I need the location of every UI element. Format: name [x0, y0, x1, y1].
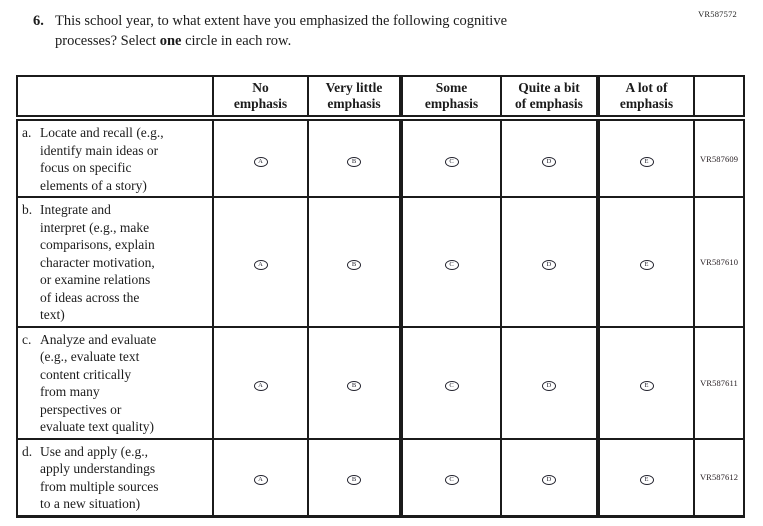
row-stub: b. Integrate and interpret (e.g., make c… — [16, 196, 214, 328]
option-cell: C — [399, 325, 502, 440]
option-bubble-c[interactable]: C — [444, 475, 459, 485]
table-row-use-and-apply: d. Use and apply (e.g., apply understand… — [16, 437, 745, 518]
option-cell: A — [212, 196, 309, 328]
option-bubble-b[interactable]: B — [347, 380, 361, 391]
table-row-integrate-and-interpret: b. Integrate and interpret (e.g., make c… — [16, 196, 745, 328]
row-stub: d. Use and apply (e.g., apply understand… — [16, 437, 214, 518]
option-bubble-d[interactable]: D — [542, 156, 556, 167]
option-bubble-e[interactable]: E — [639, 259, 654, 270]
option-bubble-c[interactable]: C — [444, 156, 459, 167]
page-tracking-code: VR587572 — [698, 9, 737, 19]
option-cell: E — [596, 196, 695, 328]
option-bubble-d[interactable]: D — [542, 475, 556, 485]
option-bubble-a[interactable]: A — [253, 259, 268, 270]
option-cell: A — [212, 325, 309, 440]
option-cell: B — [307, 117, 402, 198]
row-stub: c. Analyze and evaluate (e.g., evaluate … — [16, 325, 214, 440]
option-cell: D — [500, 196, 599, 328]
header-code-cell — [693, 75, 745, 121]
option-cell: D — [500, 325, 599, 440]
option-bubble-a[interactable]: A — [253, 475, 268, 485]
emphasis-rating-table: No emphasis Very little emphasis Some em… — [16, 75, 745, 518]
option-cell: B — [307, 196, 402, 328]
option-bubble-b[interactable]: B — [347, 156, 361, 167]
option-cell: D — [500, 437, 599, 518]
question-line2-before: processes? Select — [55, 32, 160, 49]
option-cell: C — [399, 437, 502, 518]
column-header-very-little-emphasis: Very little emphasis — [307, 75, 402, 121]
option-cell: B — [307, 325, 402, 440]
option-bubble-d[interactable]: D — [542, 259, 556, 270]
row-text: Use and apply (e.g., apply understanding… — [40, 443, 159, 512]
row-label: b. — [22, 202, 33, 217]
option-bubble-c[interactable]: C — [444, 380, 459, 391]
table-row-analyze-and-evaluate: c. Analyze and evaluate (e.g., evaluate … — [16, 325, 745, 440]
row-tracking-code: VR587610 — [693, 196, 745, 328]
option-bubble-d[interactable]: D — [542, 380, 556, 391]
option-cell: C — [399, 117, 502, 198]
column-header-a-lot-of-emphasis: A lot of emphasis — [596, 75, 695, 121]
row-tracking-code: VR587609 — [693, 117, 745, 198]
question-line2-after: circle in each row. — [181, 32, 292, 49]
question-number: 6. — [33, 13, 44, 29]
question-line1: This school year, to what extent have yo… — [55, 13, 508, 29]
option-bubble-b[interactable]: B — [347, 475, 361, 485]
option-bubble-a[interactable]: A — [253, 380, 268, 391]
question-text: This school year, to what extent have yo… — [55, 12, 655, 51]
option-cell: C — [399, 196, 502, 328]
header-stub-cell — [16, 75, 214, 121]
option-bubble-e[interactable]: E — [639, 475, 654, 485]
table-header-row: No emphasis Very little emphasis Some em… — [16, 75, 745, 121]
row-text: Integrate and interpret (e.g., make comp… — [40, 202, 155, 322]
column-header-some-emphasis: Some emphasis — [399, 75, 502, 121]
option-bubble-e[interactable]: E — [639, 156, 654, 167]
question-block: 6. This school year, to what extent have… — [33, 12, 673, 51]
row-label: d. — [22, 443, 33, 459]
option-bubble-b[interactable]: B — [347, 259, 361, 270]
column-header-quite-a-bit-of-emphasis: Quite a bit of emphasis — [500, 75, 599, 121]
row-label: c. — [22, 331, 32, 347]
row-label: a. — [22, 125, 32, 140]
option-cell: A — [212, 117, 309, 198]
row-tracking-code: VR587611 — [693, 325, 745, 440]
option-cell: E — [596, 437, 695, 518]
option-bubble-c[interactable]: C — [444, 259, 459, 270]
option-cell: D — [500, 117, 599, 198]
option-cell: E — [596, 325, 695, 440]
row-text: Locate and recall (e.g., identify main i… — [40, 125, 164, 193]
question-bold-word: one — [159, 32, 182, 49]
row-tracking-code: VR587612 — [693, 437, 745, 518]
option-bubble-e[interactable]: E — [639, 380, 654, 391]
option-cell: A — [212, 437, 309, 518]
option-bubble-a[interactable]: A — [253, 156, 268, 167]
table-row-locate-and-recall: a. Locate and recall (e.g., identify mai… — [16, 117, 745, 198]
option-cell: E — [596, 117, 695, 198]
column-header-no-emphasis: No emphasis — [212, 75, 309, 121]
row-stub: a. Locate and recall (e.g., identify mai… — [16, 117, 214, 198]
option-cell: B — [307, 437, 402, 518]
row-text: Analyze and evaluate (e.g., evaluate tex… — [40, 331, 157, 435]
